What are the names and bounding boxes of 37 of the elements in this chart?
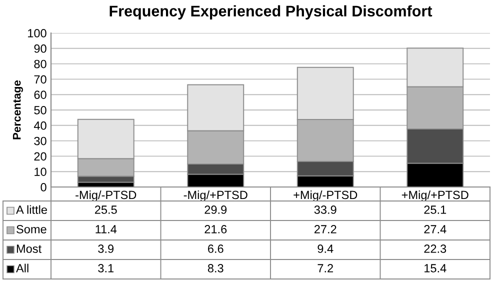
- data-label: 7.2: [318, 264, 333, 272]
- x-tick-label: +Mig/+PTSD: [402, 190, 468, 202]
- data-label: 22.3: [424, 244, 446, 253]
- legend-label: Most: [16, 244, 42, 253]
- x-tick-label: -Mig/+PTSD: [184, 190, 248, 202]
- data-label: 8.3: [208, 264, 224, 272]
- y-tick-label: 100: [28, 29, 46, 38]
- data-label: 33.9: [314, 206, 336, 214]
- data-label: 3.9: [98, 244, 114, 253]
- data-label: 27.4: [424, 225, 446, 234]
- y-axis-title: Percentage: [12, 80, 23, 140]
- y-tick-label: 80: [34, 60, 46, 68]
- y-tick-label: 90: [34, 44, 46, 53]
- y-tick-label: 70: [34, 75, 46, 84]
- y-tick-label: 10: [34, 168, 46, 176]
- y-tick-label: 20: [34, 152, 46, 161]
- data-label: 21.6: [204, 225, 227, 234]
- data-label: 25.1: [424, 206, 446, 214]
- legend-label: All: [16, 264, 28, 272]
- y-tick-label: 60: [34, 90, 46, 99]
- data-label: 15.4: [424, 264, 446, 272]
- data-label: 25.5: [94, 206, 117, 214]
- data-label: 3.1: [98, 264, 114, 272]
- data-label: 29.9: [204, 206, 227, 214]
- data-label: 9.4: [318, 244, 334, 253]
- legend-label: Some: [16, 225, 46, 234]
- x-tick-label: -Mig/-PTSD: [76, 190, 136, 202]
- data-label: 27.2: [314, 225, 336, 234]
- legend-label: A little: [16, 205, 47, 214]
- chart-title: Frequency Experienced Physical Discomfort: [110, 5, 432, 20]
- y-tick-label: 50: [34, 106, 46, 114]
- y-tick-label: 40: [34, 121, 46, 130]
- data-label: 6.6: [208, 244, 224, 253]
- data-label: 11.4: [96, 225, 117, 234]
- y-tick-label: 0: [40, 183, 46, 192]
- x-tick-label: +Mig/-PTSD: [294, 190, 358, 202]
- y-tick-label: 30: [34, 136, 46, 146]
